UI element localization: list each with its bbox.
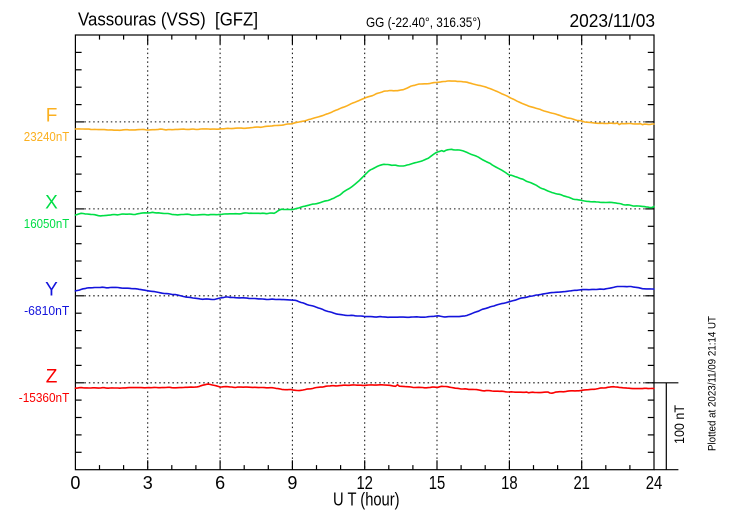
svg-text:Y: Y [45, 280, 58, 301]
svg-text:-6810nT: -6810nT [24, 303, 69, 318]
svg-text:Vassouras (VSS) [GFZ]: Vassouras (VSS) [GFZ] [78, 10, 258, 30]
svg-text:X: X [45, 193, 58, 214]
svg-text:24: 24 [646, 473, 663, 493]
svg-text:9: 9 [287, 473, 297, 493]
svg-text:F: F [46, 106, 58, 127]
svg-text:18: 18 [501, 473, 518, 493]
svg-text:23240nT: 23240nT [24, 129, 70, 144]
svg-text:0: 0 [70, 473, 80, 493]
svg-text:-15360nT: -15360nT [19, 390, 70, 405]
svg-text:GG (-22.40°, 316.35°): GG (-22.40°, 316.35°) [366, 14, 481, 30]
svg-text:3: 3 [143, 473, 153, 493]
svg-text:U T (hour): U T (hour) [333, 490, 400, 510]
svg-text:Plotted at 2023/11/09 21:14 UT: Plotted at 2023/11/09 21:14 UT [707, 316, 719, 451]
svg-text:2023/11/03: 2023/11/03 [570, 10, 656, 31]
svg-text:16050nT: 16050nT [24, 216, 70, 231]
svg-text:100 nT: 100 nT [671, 405, 687, 444]
svg-text:Z: Z [46, 367, 58, 388]
svg-text:12: 12 [356, 473, 373, 493]
svg-text:21: 21 [573, 473, 590, 493]
svg-text:15: 15 [429, 473, 446, 493]
svg-text:6: 6 [215, 473, 225, 493]
